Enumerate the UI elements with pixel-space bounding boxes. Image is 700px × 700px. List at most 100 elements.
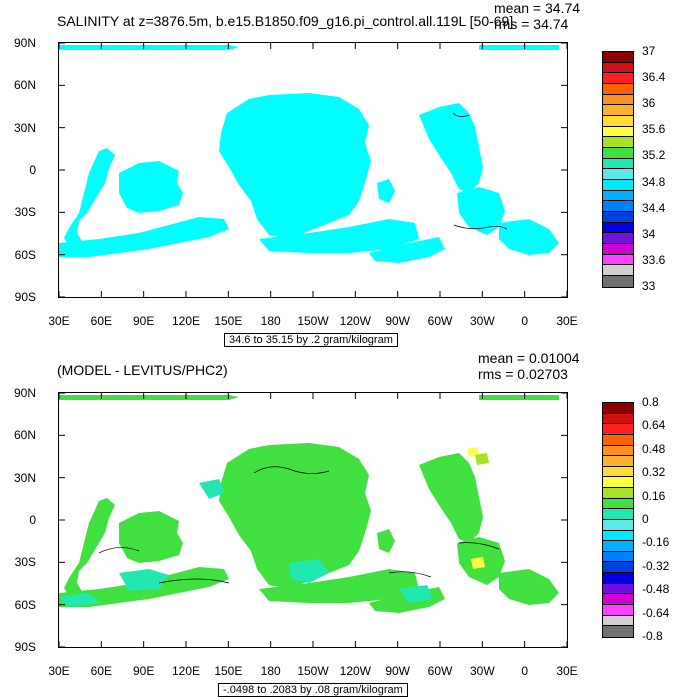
anomaly-patch: [289, 559, 329, 583]
colorbar-swatch: [603, 519, 633, 531]
contour-info-label: 34.6 to 35.15 by .2 gram/kilogram: [224, 333, 398, 347]
colorbar-swatch: [603, 137, 633, 149]
colorbar-swatch: [603, 180, 633, 191]
lon-tick-label: 60W: [427, 664, 453, 678]
colorbar-label: -0.8: [642, 629, 663, 643]
indian-ocean-region: [119, 511, 183, 563]
lon-tick-label: 90E: [132, 314, 155, 328]
colorbar-label: 0: [642, 512, 649, 526]
colorbar-label: 0.8: [642, 395, 659, 409]
colorbar-swatch: [603, 73, 633, 85]
lat-tick-label: 60N: [13, 428, 36, 443]
lat-tick-label: 0: [29, 513, 36, 527]
colorbar-swatch: [603, 84, 633, 95]
colorbar-label: -0.16: [642, 535, 670, 550]
southern-ocean-region: [259, 569, 419, 603]
mean-value: mean = 0.01004: [478, 350, 580, 366]
colorbar-swatch: [603, 62, 633, 74]
lon-tick-label: 150E: [214, 664, 243, 678]
colorbar-swatch: [603, 424, 633, 435]
lon-tick-label: 90W: [385, 314, 410, 328]
colorbar-swatch: [603, 190, 633, 202]
colorbar-swatch: [603, 222, 633, 234]
anomaly-spot: [467, 447, 479, 457]
colorbar-label: -0.48: [642, 582, 670, 597]
indian-ocean-region: [64, 148, 115, 246]
salinity-map: [58, 42, 568, 298]
lat-tick-label: 30S: [14, 205, 36, 220]
pacific-ocean-region: [377, 179, 395, 203]
colorbar-swatch: [603, 573, 633, 584]
anomaly-spot: [475, 453, 489, 465]
lon-tick-label: 120W: [339, 314, 371, 328]
difference-panel: (MODEL - LEVITUS/PHC2) mean = 0.01004 rm…: [0, 350, 700, 700]
lon-tick-label: 30E: [556, 314, 578, 328]
colorbar-swatch: [603, 530, 633, 542]
colorbar: [602, 402, 634, 638]
panel-title: (MODEL - LEVITUS/PHC2): [57, 362, 228, 378]
colorbar-swatch: [603, 562, 633, 573]
anomaly-patch: [119, 569, 169, 591]
colorbar-swatch: [603, 466, 633, 478]
colorbar-swatch: [603, 403, 633, 414]
mean-value: mean = 34.74: [494, 0, 581, 16]
arctic-region: [59, 45, 239, 50]
colorbar-label: -0.64: [642, 605, 670, 620]
colorbar-swatch: [603, 477, 633, 488]
colorbar-swatch: [603, 116, 633, 127]
lon-tick-label: 0: [521, 314, 528, 328]
colorbar-label: 33.6: [642, 252, 666, 267]
lon-tick-label: 60E: [90, 664, 112, 678]
rms-value: rms = 34.74: [494, 16, 569, 32]
atlantic-ocean-region: [499, 569, 559, 605]
anomaly-patch: [59, 593, 99, 607]
lon-tick-label: 90E: [132, 664, 155, 678]
colorbar-swatch: [603, 541, 633, 552]
lon-tick-label: 120E: [171, 664, 201, 678]
lat-tick-label: 60S: [14, 247, 36, 262]
difference-map-plot: [59, 393, 567, 647]
contour-info-label: -.0498 to .2083 by .08 gram/kilogram: [218, 683, 408, 697]
southern-ocean-region: [369, 237, 445, 263]
lon-tick-label: 30W: [469, 314, 495, 328]
rms-value: rms = 0.02703: [478, 366, 568, 382]
colorbar-swatch: [603, 265, 633, 277]
colorbar-label: 0.16: [642, 488, 666, 503]
salinity-map-plot: [59, 43, 567, 297]
ocean-fill-regions: [59, 45, 559, 263]
colorbar-label: 35.6: [642, 122, 666, 137]
lon-tick-label: 30E: [48, 664, 70, 678]
colorbar-swatch: [603, 626, 633, 637]
colorbar-label: 34: [642, 226, 656, 241]
pacific-ocean-region: [219, 443, 371, 589]
colorbar-swatch: [603, 583, 633, 595]
colorbar-label: 0.32: [642, 465, 666, 480]
southern-ocean-region: [59, 217, 229, 257]
negative-anomaly-regions: [59, 479, 433, 607]
colorbar: [602, 51, 634, 288]
arctic-region: [59, 395, 239, 400]
contour-lines: [98, 466, 500, 584]
lon-tick-label: 30E: [556, 664, 578, 678]
lon-tick-label: 150W: [297, 314, 329, 328]
colorbar-swatch: [603, 212, 633, 223]
salinity-panel: SALINITY at z=3876.5m, b.e15.B1850.f09_g…: [13, 0, 666, 347]
colorbar-swatch: [603, 594, 633, 605]
colorbar-label: 0.48: [642, 441, 666, 456]
lon-tick-label: 150E: [214, 314, 243, 328]
colorbar-label: 36.4: [642, 70, 666, 85]
axis-ticks: [59, 393, 567, 647]
colorbar-swatch: [603, 201, 633, 213]
lat-tick-label: 60N: [13, 78, 36, 93]
colorbar-label: 37: [642, 44, 656, 58]
anomaly-patch: [199, 479, 225, 499]
arctic-region: [479, 395, 559, 400]
colorbar-swatch: [603, 498, 633, 510]
lon-tick-label: 60E: [90, 314, 112, 328]
colorbar-swatch: [603, 126, 633, 138]
colorbar-label: 0.64: [642, 418, 666, 433]
colorbar-swatch: [603, 509, 633, 520]
lon-tick-label: 30W: [469, 664, 495, 678]
positive-anomaly-spots: [467, 447, 489, 569]
indian-ocean-region: [119, 161, 183, 213]
